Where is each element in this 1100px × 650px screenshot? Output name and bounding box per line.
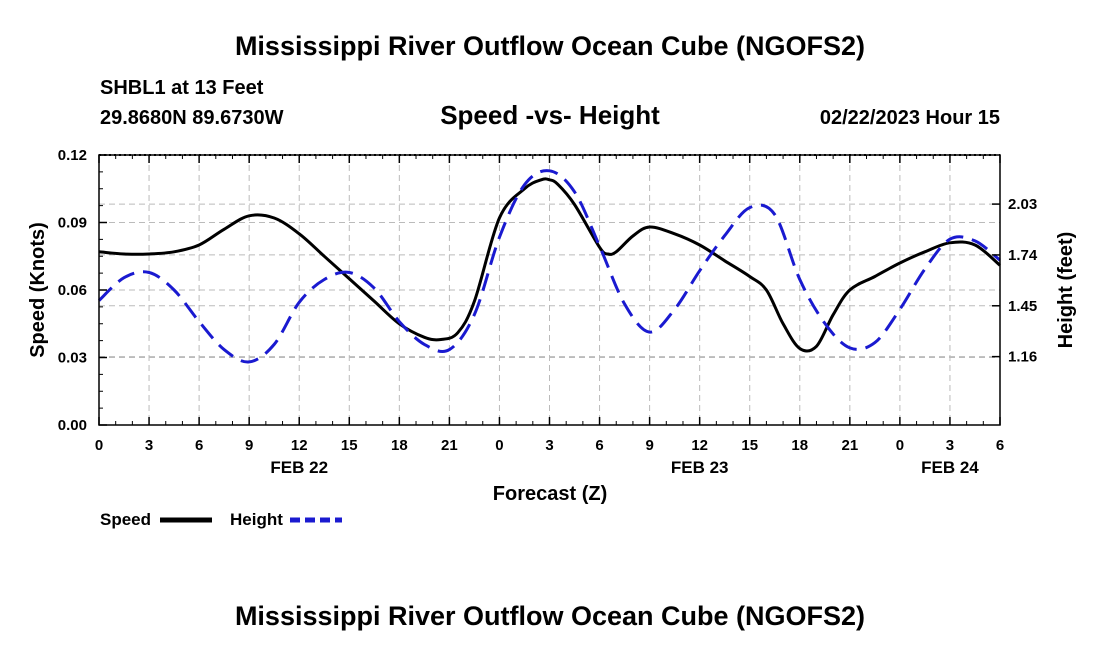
x-tick-label: 9 [245, 437, 253, 454]
date-label: FEB 24 [921, 458, 979, 477]
y-tick-label-right: 1.74 [1008, 247, 1038, 264]
x-axis-label: Forecast (Z) [493, 483, 607, 505]
x-tick-label: 21 [841, 437, 858, 454]
date-label: FEB 22 [270, 458, 328, 477]
x-tick-label: 3 [545, 437, 553, 454]
y-tick-label-right: 1.45 [1008, 298, 1037, 315]
chart-subtitle: Speed -vs- Height [440, 100, 660, 130]
x-tick-label: 15 [741, 437, 758, 454]
x-tick-label: 9 [645, 437, 653, 454]
x-tick-label: 12 [291, 437, 308, 454]
x-tick-label: 3 [145, 437, 153, 454]
y-tick-label-right: 1.16 [1008, 349, 1037, 366]
series-lines [97, 169, 1001, 364]
station-coords: 29.8680N 89.6730W [100, 107, 284, 129]
y-tick-label-left: 0.00 [58, 417, 87, 434]
x-tick-label: 0 [495, 437, 503, 454]
x-tick-label: 6 [195, 437, 203, 454]
axes: 0 3 6 9 12 15 18 21 0 3 6 9 12 15 18 21 0 3 6 FEB 22 FEB 23 F… [58, 147, 1038, 477]
x-tick-label: 21 [441, 437, 458, 454]
grid-lines [99, 155, 1000, 425]
legend-speed-label: Speed [100, 510, 151, 529]
y-tick-label-left: 0.12 [58, 147, 87, 164]
series-line-speed [98, 177, 1001, 353]
x-tick-label: 12 [691, 437, 708, 454]
x-tick-label: 15 [341, 437, 358, 454]
series-line-height [97, 169, 1001, 364]
x-tick-label: 6 [595, 437, 603, 454]
y-tick-label-right: 2.03 [1008, 196, 1037, 213]
x-tick-label: 18 [791, 437, 808, 454]
y-axis-label-left: Speed (Knots) [27, 222, 49, 358]
legend: Speed Height [100, 510, 342, 529]
station-label: SHBL1 at 13 Feet [100, 77, 264, 99]
forecast-datetime: 02/22/2023 Hour 15 [820, 107, 1000, 129]
y-tick-label-left: 0.06 [58, 282, 87, 299]
x-tick-label: 6 [996, 437, 1004, 454]
page-title-bottom: Mississippi River Outflow Ocean Cube (NG… [235, 601, 865, 631]
x-tick-label: 0 [95, 437, 103, 454]
y-axis-label-right: Height (feet) [1055, 232, 1077, 349]
y-tick-label-left: 0.09 [58, 215, 87, 232]
x-tick-label: 3 [946, 437, 954, 454]
x-tick-label: 18 [391, 437, 408, 454]
legend-height-label: Height [230, 510, 283, 529]
y-tick-label-left: 0.03 [58, 350, 87, 367]
date-label: FEB 23 [671, 458, 729, 477]
page-title: Mississippi River Outflow Ocean Cube (NG… [235, 31, 865, 61]
x-tick-label: 0 [896, 437, 904, 454]
